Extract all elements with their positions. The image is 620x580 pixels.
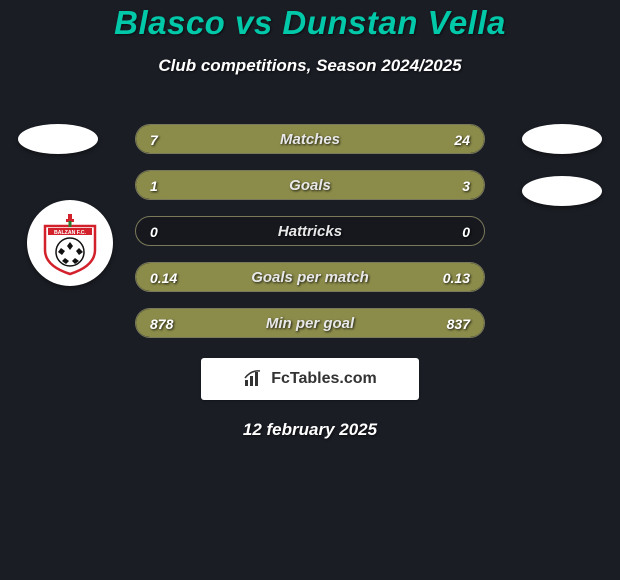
body-area: BALZAN F.C. 7 Matches 24 [0,104,620,354]
player-avatar-right-1 [522,124,602,154]
page-subtitle: Club competitions, Season 2024/2025 [0,56,620,76]
stat-label: Goals [136,171,484,200]
stat-label: Hattricks [136,217,484,246]
player-avatar-left [18,124,98,154]
balzan-fc-icon: BALZAN F.C. [35,208,105,278]
stat-label: Matches [136,125,484,154]
stat-row: 0.14 Goals per match 0.13 [135,262,485,292]
barchart-icon [243,368,265,390]
player-avatar-right-2 [522,176,602,206]
stat-row: 7 Matches 24 [135,124,485,154]
stat-row: 0 Hattricks 0 [135,216,485,246]
stat-value-right: 837 [447,309,470,338]
fctables-label: FcTables.com [271,370,377,388]
stat-label: Min per goal [136,309,484,338]
stat-value-right: 24 [454,125,470,154]
stat-value-right: 0 [462,217,470,246]
page-title: Blasco vs Dunstan Vella [0,4,620,42]
stat-value-right: 3 [462,171,470,200]
stats-table: 7 Matches 24 1 Goals 3 0 Hattricks 0 [135,124,485,354]
club-badge-left: BALZAN F.C. [27,200,113,286]
stat-row: 1 Goals 3 [135,170,485,200]
stat-label: Goals per match [136,263,484,292]
stat-row: 878 Min per goal 837 [135,308,485,338]
stat-value-right: 0.13 [443,263,470,292]
date-label: 12 february 2025 [0,420,620,440]
svg-text:BALZAN F.C.: BALZAN F.C. [54,230,87,236]
comparison-card: Blasco vs Dunstan Vella Club competition… [0,0,620,440]
fctables-link[interactable]: FcTables.com [201,358,419,400]
